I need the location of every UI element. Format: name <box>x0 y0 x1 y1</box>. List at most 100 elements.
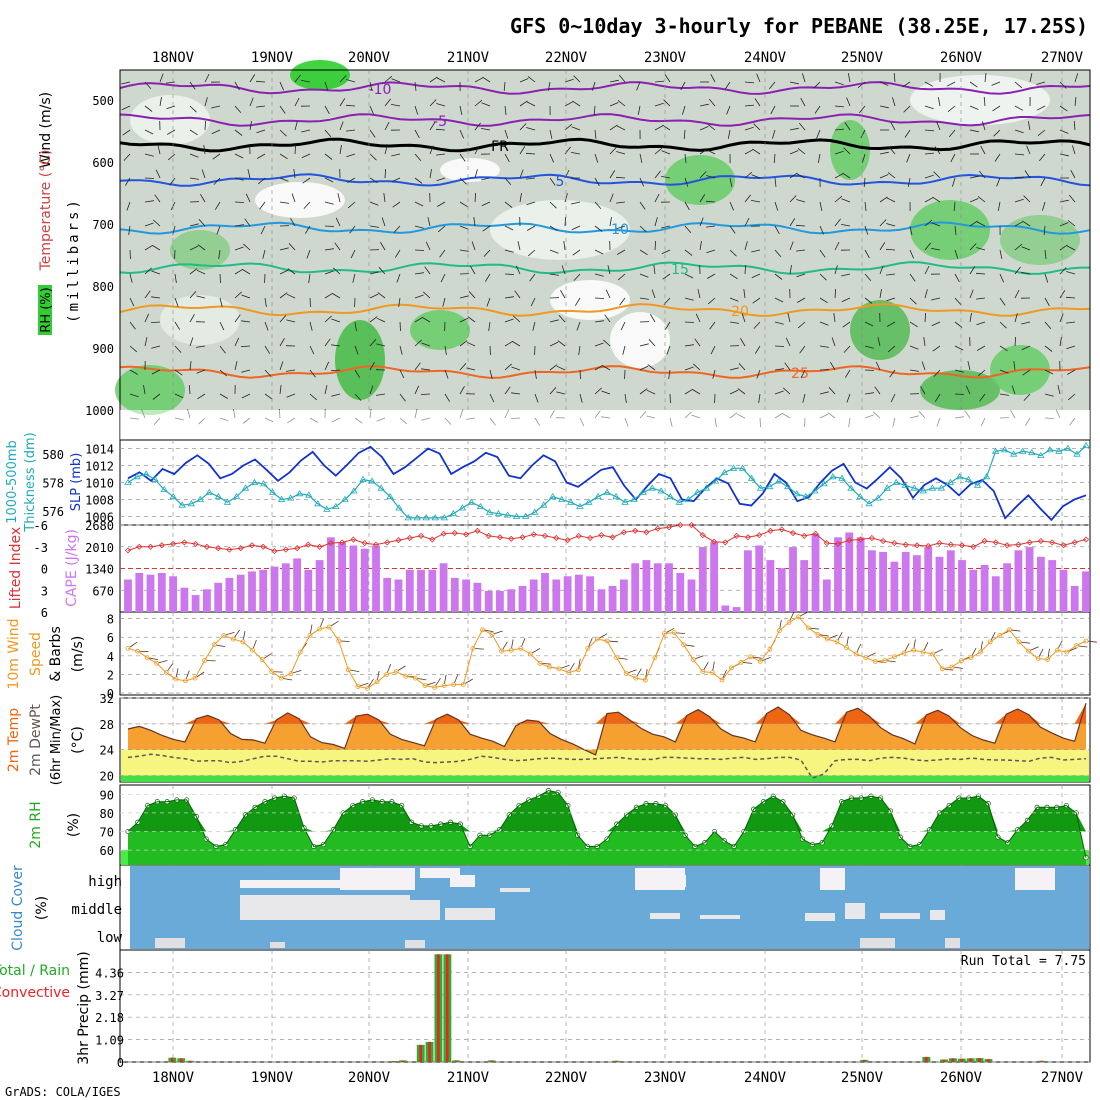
rh-shade <box>160 295 240 345</box>
wind-barb <box>1067 393 1076 401</box>
wind-barb <box>819 225 824 235</box>
wind-barb <box>459 129 464 139</box>
wind-barb <box>934 393 941 402</box>
wind-barb <box>219 273 221 284</box>
wind-barb <box>1059 105 1068 112</box>
date-label-bottom: 24NOV <box>744 1070 787 1086</box>
wind-barb <box>309 345 315 355</box>
wind-barb <box>1014 81 1023 89</box>
wind-barb <box>189 129 198 136</box>
wind-barb <box>444 393 451 402</box>
wind-barb <box>802 73 806 83</box>
thickness-label-2: 1000-500mb <box>5 440 20 524</box>
isotherm-label: 5 <box>556 174 565 190</box>
wind-barb <box>594 225 603 232</box>
wind-barb <box>1022 369 1031 376</box>
wind-barb <box>594 273 604 277</box>
wind-barb <box>436 77 446 83</box>
wind-barb <box>738 363 746 371</box>
rh-shade <box>440 158 500 182</box>
cape-bar <box>180 587 189 612</box>
wind-barb <box>886 223 896 227</box>
cape-bar <box>563 576 572 612</box>
cape-bar <box>665 563 673 612</box>
wind-barb <box>950 153 956 163</box>
li-marker <box>260 543 267 550</box>
wind-barb <box>279 292 288 299</box>
cape-bar <box>980 564 989 612</box>
wind-barb <box>909 369 919 372</box>
wind-barb <box>214 201 221 210</box>
wind-barb <box>503 81 506 92</box>
wind-barb <box>741 313 746 323</box>
wind-barb <box>234 246 244 251</box>
wind-barb <box>189 223 199 227</box>
wind-barb <box>166 105 176 110</box>
thickness-line <box>127 445 1087 519</box>
wind-barb <box>663 99 671 107</box>
rh-shade <box>550 280 630 320</box>
date-label-top: 26NOV <box>940 50 983 66</box>
wind-barb <box>331 344 341 347</box>
cape-bar <box>507 589 516 612</box>
wind-barb <box>639 177 644 187</box>
temp-tick: 28 <box>100 718 114 732</box>
wind-barb <box>729 177 733 187</box>
li-marker <box>158 542 165 549</box>
wind-barb <box>977 196 986 203</box>
wind-barb <box>616 151 626 155</box>
wind10-label-1: 10m Wind <box>6 618 22 689</box>
wind-barb <box>481 128 491 131</box>
wind-barb <box>879 151 889 155</box>
wind-barb <box>346 129 356 132</box>
wind-barb <box>724 81 731 90</box>
wind-barb <box>144 313 150 323</box>
date-label-bottom: 18NOV <box>152 1070 195 1086</box>
wind-barb <box>932 345 941 352</box>
wind-barb <box>684 177 689 187</box>
wind-barb <box>532 321 536 331</box>
wind-barb <box>841 297 851 303</box>
cape-bar <box>811 534 820 612</box>
li-marker <box>496 534 503 541</box>
wind-barb <box>819 249 826 258</box>
wind-barb <box>879 289 882 299</box>
wind-barb <box>578 345 581 355</box>
cape-bar <box>281 563 290 612</box>
wind-barb <box>624 393 627 403</box>
wind-barb <box>834 128 845 131</box>
wind-barb <box>376 317 386 323</box>
wind-barb <box>219 321 225 331</box>
wind-barb <box>923 337 926 347</box>
wind-barb <box>819 391 829 395</box>
wind-barb <box>556 365 566 371</box>
wind-barb <box>594 201 602 210</box>
wind-barb <box>414 272 424 275</box>
wind-barb <box>234 177 244 181</box>
wind-barb <box>684 201 690 211</box>
wind-barb <box>684 153 687 163</box>
cape-bar <box>360 548 369 612</box>
wind-barb <box>706 249 716 254</box>
li-marker <box>327 540 334 547</box>
wind-barb <box>841 198 851 203</box>
wind-barb <box>834 81 844 86</box>
wind-barb <box>814 105 821 114</box>
date-label-top: 25NOV <box>841 50 884 66</box>
wind-barb <box>121 81 131 85</box>
wind-barb <box>976 221 986 227</box>
wind-barb <box>324 129 332 138</box>
wind-barb <box>459 153 466 162</box>
cloud-mid-block <box>845 903 865 919</box>
wind-barb <box>707 273 716 279</box>
wind-barb <box>143 385 146 395</box>
wind-barb <box>189 268 198 275</box>
wind-barb <box>744 81 755 84</box>
wind-barb <box>557 340 566 347</box>
wind-barb <box>1042 201 1046 211</box>
wind-barb <box>954 273 960 283</box>
wind-barb <box>380 241 386 251</box>
wind-barb <box>996 177 1001 187</box>
wind-barb <box>789 265 792 275</box>
